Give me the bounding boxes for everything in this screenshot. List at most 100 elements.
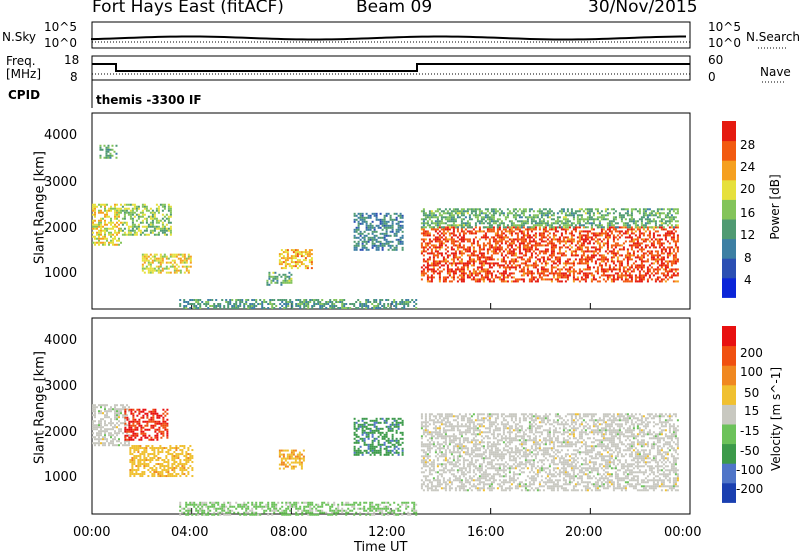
- power-cell: [459, 268, 461, 270]
- power-cell: [447, 264, 449, 266]
- power-cell: [362, 243, 364, 245]
- power-cell: [639, 210, 641, 212]
- power-cell: [134, 216, 136, 218]
- velocity-cell: [124, 437, 126, 439]
- power-cell: [599, 276, 601, 278]
- velocity-cell: [187, 471, 189, 473]
- power-cell: [601, 232, 603, 234]
- power-cell: [463, 222, 465, 224]
- power-cell: [669, 208, 671, 210]
- power-cell: [647, 258, 649, 260]
- power-cell: [577, 236, 579, 238]
- power-cell: [263, 299, 265, 301]
- power-cell: [559, 210, 561, 212]
- power-cell: [443, 280, 445, 282]
- power-cell: [531, 240, 533, 242]
- power-cell: [547, 262, 549, 264]
- velocity-cell: [150, 417, 152, 419]
- velocity-cell: [104, 422, 106, 424]
- power-cell: [631, 258, 633, 260]
- power-cell: [329, 299, 331, 301]
- power-cell: [639, 264, 641, 266]
- power-cell: [551, 218, 553, 220]
- power-cell: [362, 245, 364, 247]
- power-cell: [402, 215, 404, 217]
- velocity-cell: [191, 467, 193, 469]
- power-cell: [563, 222, 565, 224]
- power-cell: [390, 225, 392, 227]
- power-cell: [249, 303, 251, 305]
- power-cell: [507, 224, 509, 226]
- power-cell: [461, 258, 463, 260]
- power-cell: [423, 246, 425, 248]
- power-cell: [543, 250, 545, 252]
- velocity-cell: [102, 412, 104, 414]
- power-cell: [400, 225, 402, 227]
- power-cell: [485, 208, 487, 210]
- power-cell: [633, 262, 635, 264]
- velocity-cell: [169, 445, 171, 447]
- power-cell: [593, 254, 595, 256]
- power-cell: [589, 240, 591, 242]
- power-cell: [677, 234, 679, 236]
- power-cell: [659, 240, 661, 242]
- power-cell: [637, 210, 639, 212]
- velocity-cell: [166, 413, 168, 415]
- power-cell: [643, 274, 645, 276]
- power-cell: [565, 228, 567, 230]
- velocity-cell: [157, 463, 159, 465]
- power-cell: [104, 228, 106, 230]
- velocity-cell: [104, 436, 106, 438]
- velocity-cell: [165, 455, 167, 457]
- power-cell: [358, 229, 360, 231]
- power-cell: [158, 234, 160, 236]
- velocity-cell: [144, 409, 146, 411]
- power-cell: [429, 252, 431, 254]
- power-cell: [154, 268, 156, 270]
- power-cell: [619, 266, 621, 268]
- power-cell: [595, 270, 597, 272]
- power-cell: [589, 268, 591, 270]
- power-cell: [581, 236, 583, 238]
- power-cell: [523, 236, 525, 238]
- power-cell: [611, 246, 613, 248]
- power-cell: [543, 244, 545, 246]
- velocity-cell: [132, 431, 134, 433]
- power-cell: [453, 210, 455, 212]
- velocity-cell: [153, 447, 155, 449]
- power-cell: [439, 260, 441, 262]
- velocity-cell: [110, 408, 112, 410]
- power-cell: [443, 260, 445, 262]
- power-cell: [437, 208, 439, 210]
- power-cell: [279, 259, 281, 261]
- power-cell: [647, 272, 649, 274]
- power-cell: [124, 218, 126, 220]
- power-cell: [397, 303, 399, 305]
- power-cell: [527, 222, 529, 224]
- power-cell: [605, 280, 607, 282]
- power-cell: [517, 264, 519, 266]
- power-cell: [107, 157, 109, 159]
- power-cell: [449, 228, 451, 230]
- power-cell: [517, 232, 519, 234]
- power-cell: [396, 245, 398, 247]
- power-cell: [485, 258, 487, 260]
- power-cell: [367, 301, 369, 303]
- power-cell: [505, 228, 507, 230]
- power-cell: [559, 252, 561, 254]
- power-cell: [156, 254, 158, 256]
- power-cell: [441, 270, 443, 272]
- velocity-cell: [122, 432, 124, 434]
- power-cell: [166, 228, 168, 230]
- power-cell: [433, 222, 435, 224]
- power-cell: [637, 250, 639, 252]
- power-cell: [643, 252, 645, 254]
- power-cell: [617, 252, 619, 254]
- power-cell: [102, 230, 104, 232]
- velocity-cell: [134, 425, 136, 427]
- power-cell: [513, 226, 515, 228]
- power-cell: [495, 242, 497, 244]
- power-cell: [144, 258, 146, 260]
- power-cell: [603, 278, 605, 280]
- velocity-cell: [108, 442, 110, 444]
